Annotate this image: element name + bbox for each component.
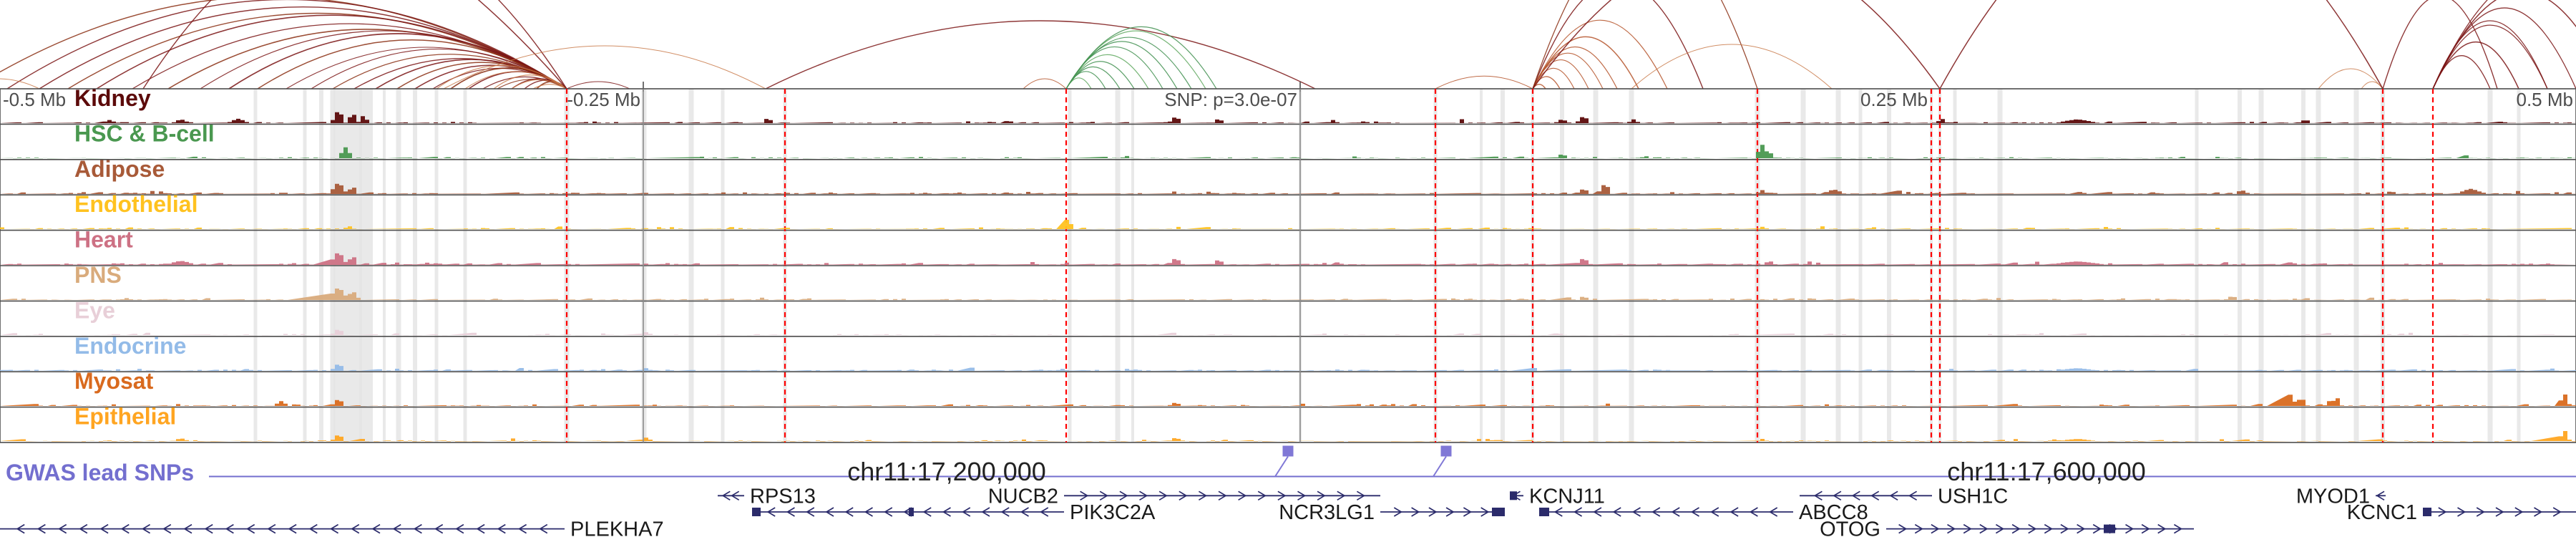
svg-text:KCNJ11: KCNJ11 (1529, 485, 1605, 508)
svg-text:Heart: Heart (74, 227, 133, 253)
svg-text:SNP: p=3.0e-07: SNP: p=3.0e-07 (1164, 89, 1297, 110)
svg-text:Eye: Eye (74, 297, 115, 323)
svg-text:Endocrine: Endocrine (74, 333, 186, 359)
svg-text:-0.5 Mb: -0.5 Mb (3, 89, 66, 110)
svg-text:chr11:17,200,000: chr11:17,200,000 (847, 457, 1046, 486)
svg-text:NCR3LG1: NCR3LG1 (1279, 501, 1375, 524)
svg-text:Endothelial: Endothelial (74, 191, 197, 217)
svg-text:PNS: PNS (74, 262, 122, 288)
svg-text:0.5 Mb: 0.5 Mb (2517, 89, 2574, 110)
svg-text:-0.25 Mb: -0.25 Mb (567, 89, 640, 110)
svg-text:RPS13: RPS13 (750, 485, 816, 508)
svg-text:Kidney: Kidney (74, 85, 151, 111)
svg-text:KCNC1: KCNC1 (2347, 501, 2417, 524)
svg-text:PLEKHA7: PLEKHA7 (570, 518, 664, 537)
svg-text:GWAS lead SNPs: GWAS lead SNPs (6, 460, 194, 485)
svg-text:HSC & B-cell: HSC & B-cell (74, 120, 215, 146)
svg-text:NUCB2: NUCB2 (988, 485, 1058, 508)
svg-text:USH1C: USH1C (1938, 485, 2008, 508)
svg-text:Epithelial: Epithelial (74, 404, 176, 430)
svg-text:Adipose: Adipose (74, 156, 165, 182)
svg-text:0.25 Mb: 0.25 Mb (1860, 89, 1928, 110)
svg-text:chr11:17,600,000: chr11:17,600,000 (1947, 457, 2146, 486)
svg-text:OTOG: OTOG (1820, 518, 1880, 537)
svg-text:Myosat: Myosat (74, 368, 154, 394)
svg-text:PIK3C2A: PIK3C2A (1070, 501, 1156, 524)
